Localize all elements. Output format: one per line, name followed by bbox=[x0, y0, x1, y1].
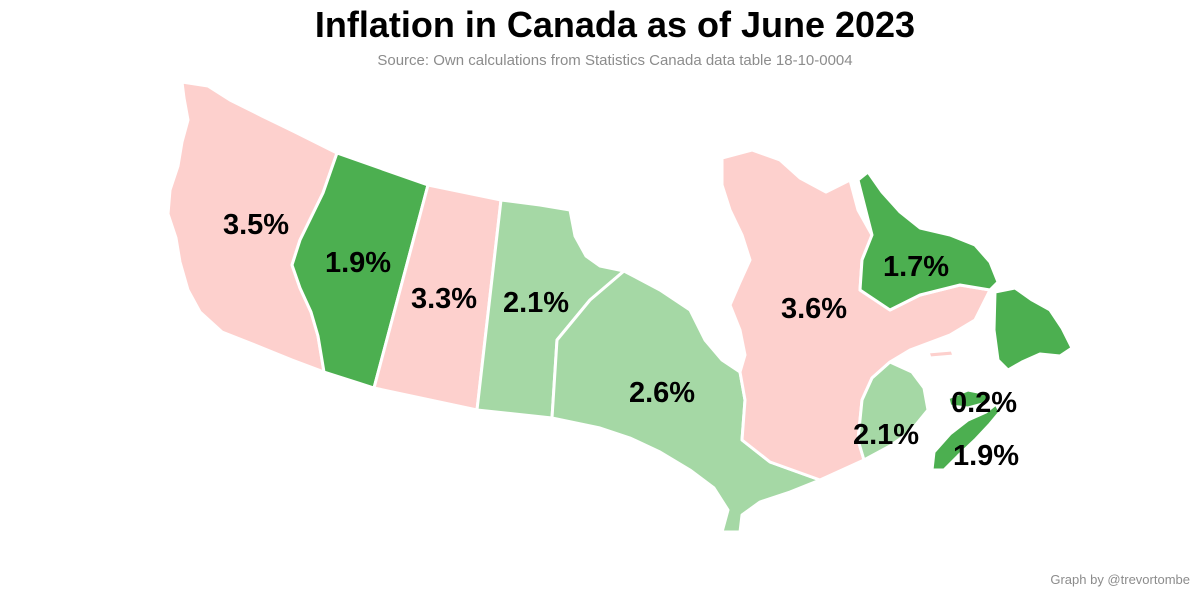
label-ns: 1.9% bbox=[953, 440, 1019, 472]
label-nb: 2.1% bbox=[853, 419, 919, 451]
province-ns bbox=[930, 402, 1002, 472]
province-bc bbox=[166, 80, 339, 374]
province-qc-anticosti bbox=[926, 348, 956, 360]
province-nl-labrador bbox=[856, 170, 1000, 312]
province-pe bbox=[946, 388, 992, 410]
map-subtitle: Source: Own calculations from Statistics… bbox=[377, 52, 853, 69]
province-nl-island bbox=[992, 286, 1074, 372]
label-pe: 0.2% bbox=[951, 387, 1017, 419]
province-on bbox=[550, 269, 822, 534]
map-title: Inflation in Canada as of June 2023 bbox=[314, 4, 916, 45]
label-nl: 1.7% bbox=[883, 251, 949, 283]
province-nb bbox=[856, 360, 930, 462]
label-mb: 2.1% bbox=[503, 287, 569, 319]
label-qc: 3.6% bbox=[781, 293, 847, 325]
label-on: 2.6% bbox=[629, 377, 695, 409]
label-ab: 1.9% bbox=[325, 247, 391, 279]
label-bc: 3.5% bbox=[223, 209, 289, 241]
label-sk: 3.3% bbox=[411, 283, 477, 315]
province-mb bbox=[475, 198, 626, 420]
graph-credit: Graph by @trevortombe bbox=[1050, 572, 1190, 587]
